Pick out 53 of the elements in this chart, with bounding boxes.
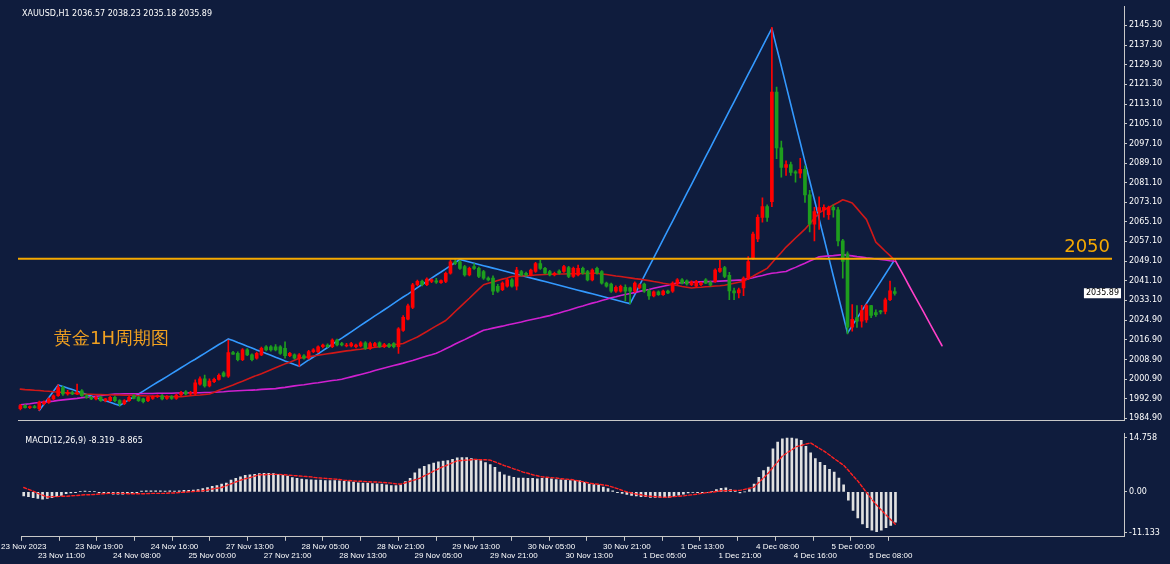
y-tick-label: 2008.90 [1129, 354, 1163, 364]
x-tick-label: 30 Nov 05:00 [527, 541, 576, 551]
y-tick-label: 2000.90 [1129, 374, 1163, 384]
x-tick-label: 27 Nov 13:00 [226, 541, 275, 551]
x-tick-label: 5 Dec 00:00 [831, 541, 876, 551]
y-tick-label: 2081.10 [1129, 177, 1163, 187]
y-tick-label: 2121.30 [1129, 79, 1163, 89]
y-tick-label: 2137.30 [1129, 40, 1163, 50]
y-tick-label: 2145.30 [1129, 20, 1163, 30]
x-tick-label: 24 Nov 16:00 [150, 541, 199, 551]
x-tick-label: 5 Dec 08:00 [869, 551, 913, 561]
y-tick-label: -11.133 [1129, 527, 1160, 537]
x-tick-label: 4 Dec 08:00 [756, 541, 800, 551]
annotation: 2035.89 [1085, 288, 1120, 298]
x-tick-label: 28 Nov 13:00 [339, 551, 388, 561]
x-tick-label: 1 Dec 13:00 [680, 541, 725, 551]
y-tick-label: 2129.30 [1129, 59, 1163, 69]
y-tick-label: 2049.10 [1129, 256, 1163, 266]
x-tick-label: 28 Nov 05:00 [301, 541, 350, 551]
y-tick-label: 2033.10 [1129, 295, 1163, 305]
x-tick-label: 30 Nov 21:00 [603, 541, 652, 551]
x-tick-label: 28 Nov 21:00 [376, 541, 426, 551]
y-tick-label: 2024.90 [1129, 315, 1163, 325]
y-tick-label: 2057.10 [1129, 236, 1163, 246]
y-tick-label: 2016.90 [1129, 334, 1163, 344]
y-tick-label: 2041.10 [1129, 275, 1163, 285]
x-tick-label: 23 Nov 2023 [1, 541, 47, 551]
y-tick-label: 2097.10 [1129, 138, 1163, 148]
x-tick-label: 1 Dec 21:00 [718, 551, 763, 561]
y-tick-label: 2065.10 [1129, 216, 1163, 226]
chart-title: XAUUSD,H1 2036.57 2038.23 2035.18 2035.89 [22, 8, 213, 18]
y-tick-label: 14.758 [1129, 433, 1157, 443]
chart-title: MACD(12,26,9) -8.319 -8.865 [25, 435, 143, 445]
x-tick-label: 29 Nov 21:00 [489, 551, 539, 561]
x-tick-label: 4 Dec 16:00 [793, 551, 838, 561]
x-tick-label: 30 Nov 13:00 [565, 551, 614, 561]
annotation: 黄金1H周期图 [54, 327, 169, 349]
x-tick-label: 23 Nov 19:00 [75, 541, 124, 551]
x-tick-label: 27 Nov 21:00 [263, 551, 312, 561]
x-tick-label: 25 Nov 00:00 [188, 551, 237, 561]
y-tick-label: 1992.90 [1129, 393, 1163, 403]
x-tick-label: 1 Dec 05:00 [643, 551, 687, 561]
x-tick-label: 29 Nov 05:00 [414, 551, 463, 561]
x-tick-label: 24 Nov 08:00 [113, 551, 162, 561]
y-tick-label: 2105.10 [1129, 118, 1163, 128]
y-tick-label: 2073.10 [1129, 197, 1163, 207]
ref-line-label: 2050 [1064, 235, 1110, 257]
y-tick-label: 2113.10 [1129, 99, 1163, 109]
y-tick-label: 1984.90 [1129, 413, 1163, 423]
x-tick-label: 29 Nov 13:00 [452, 541, 501, 551]
y-tick-label: 2089.10 [1129, 158, 1163, 168]
y-tick-label: 0.00 [1129, 486, 1147, 496]
x-tick-label: 23 Nov 11:00 [37, 551, 86, 561]
